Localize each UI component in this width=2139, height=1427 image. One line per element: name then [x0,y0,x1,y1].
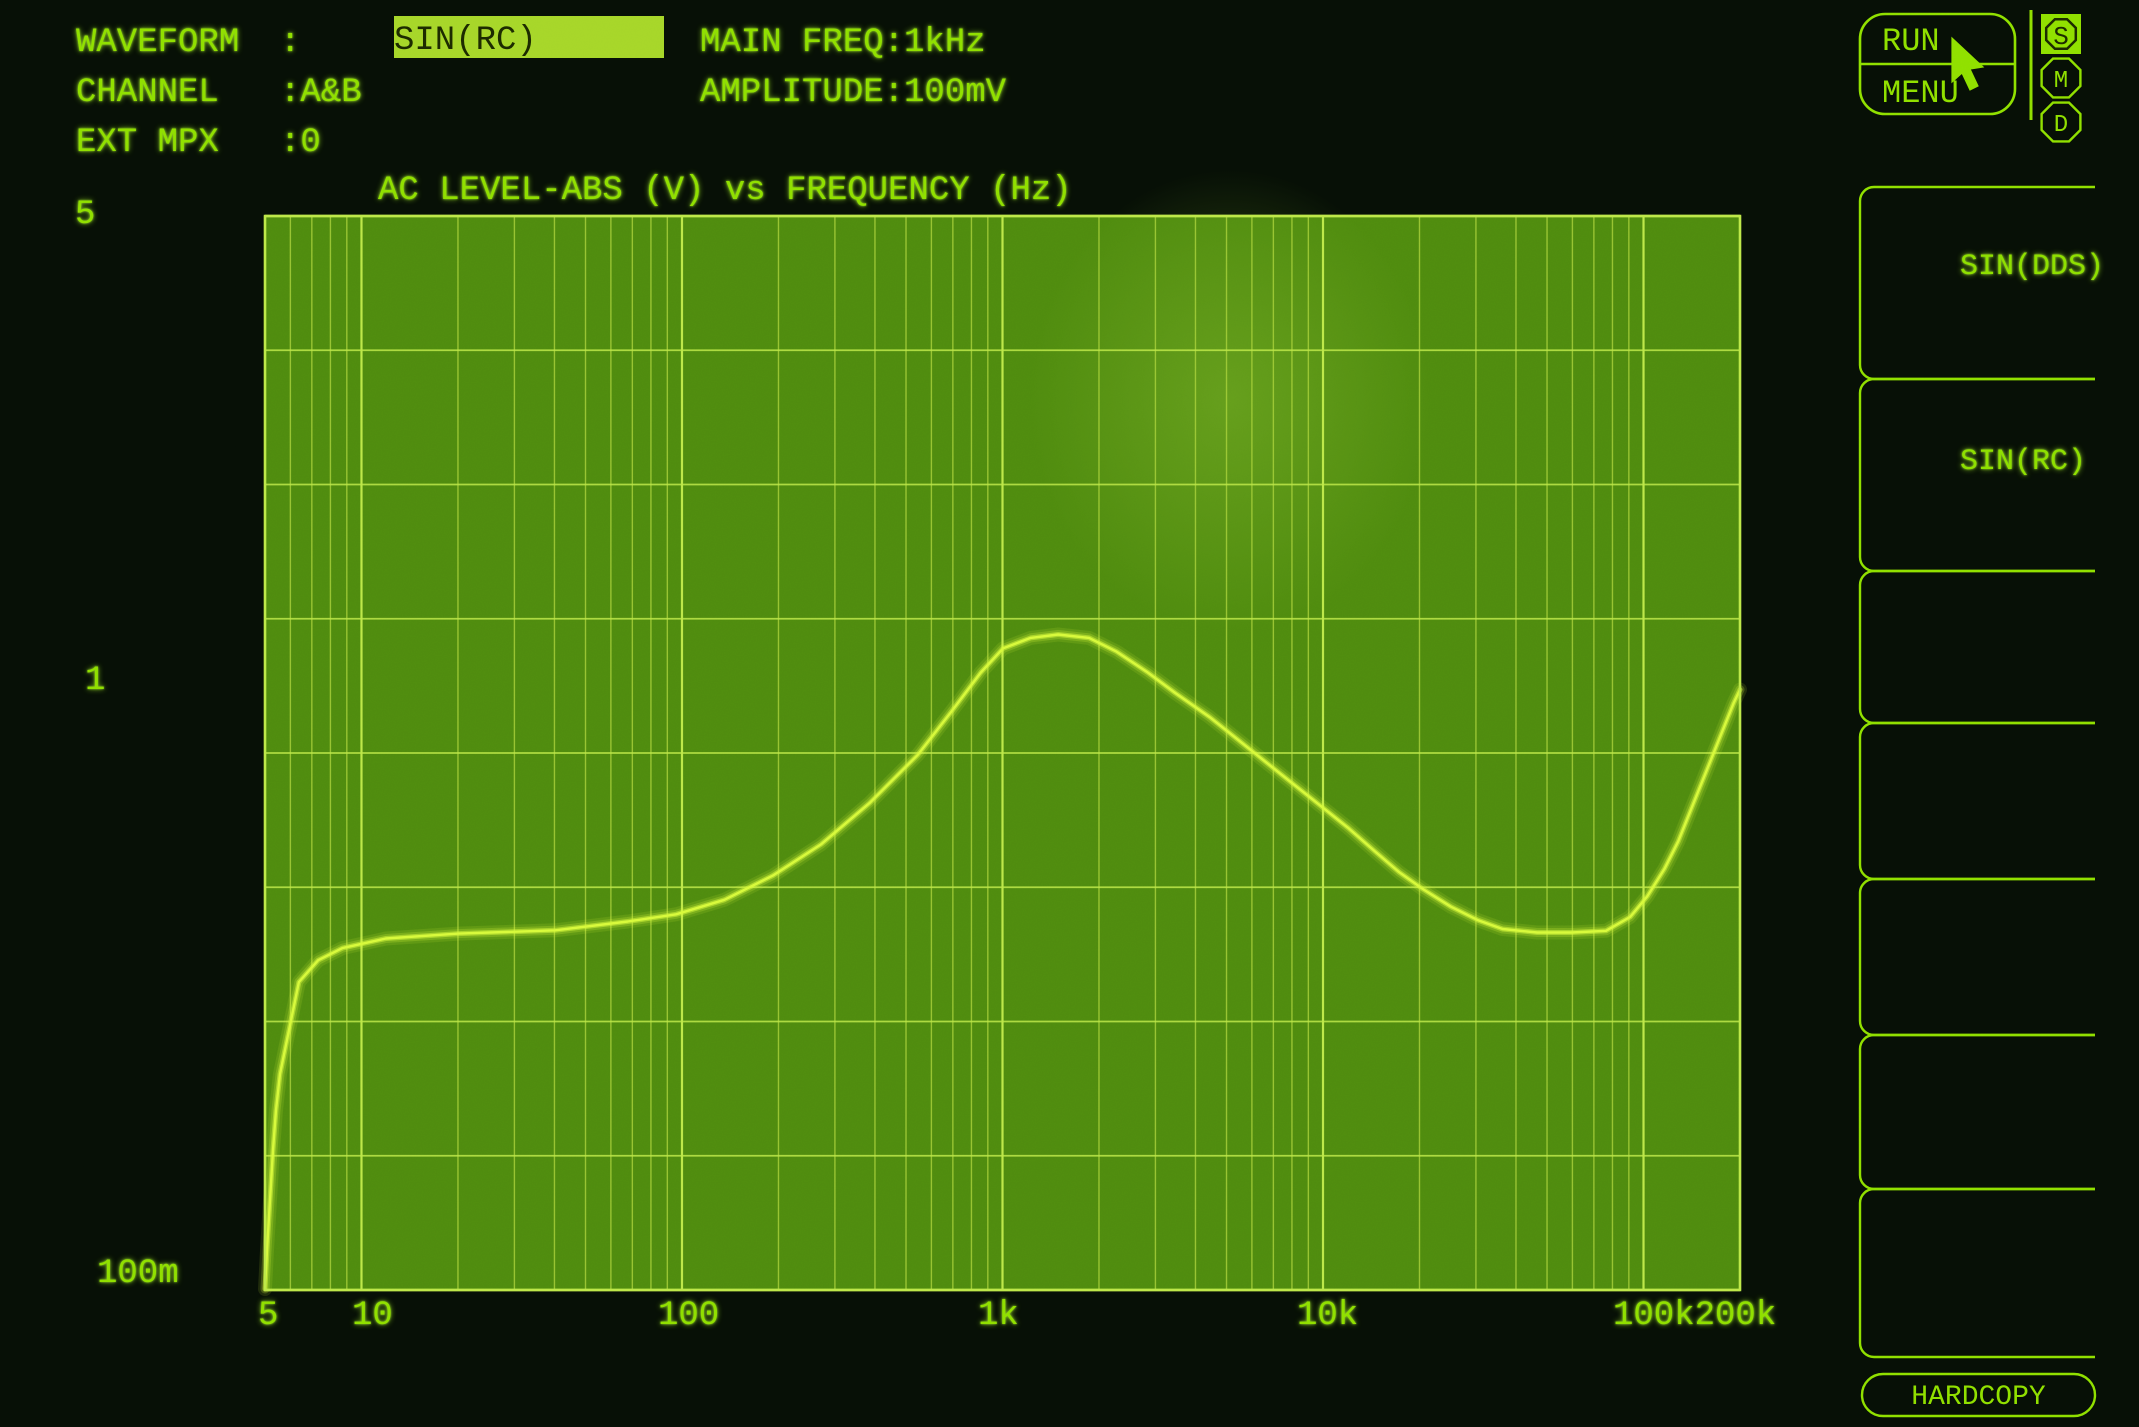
svg-text:D: D [2054,112,2068,139]
svg-text:MENU: MENU [1882,75,1959,112]
svg-text:RUN: RUN [1882,23,1940,60]
svg-text:M: M [2054,68,2068,95]
svg-text:S: S [2053,22,2069,52]
svg-text:HARDCOPY: HARDCOPY [1911,1382,2046,1413]
